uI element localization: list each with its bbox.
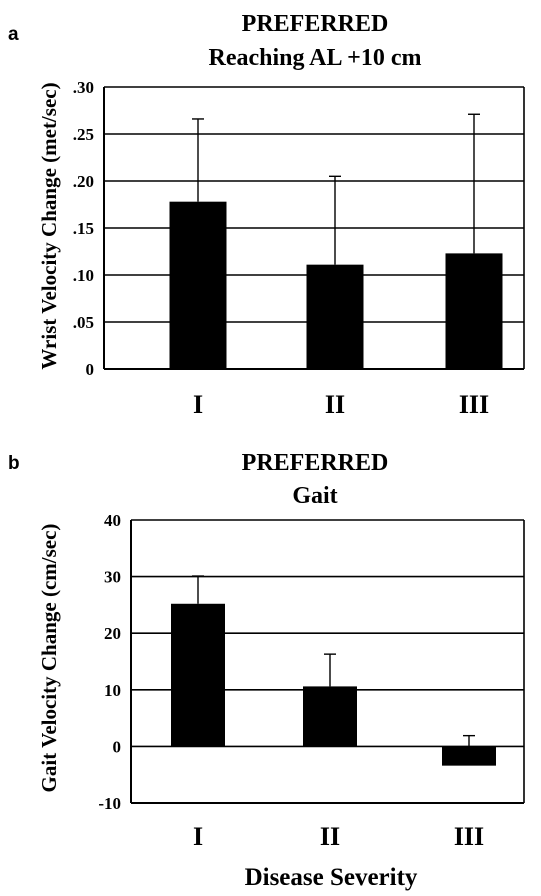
- error-bar-III: [468, 113, 480, 254]
- panel-b: b PREFERRED Gait Gait Velocity Change (c…: [8, 450, 525, 891]
- panel-a-subtitle: Reaching AL +10 cm: [208, 45, 421, 71]
- panel-a: a PREFERRED Reaching AL +10 cm Wrist Vel…: [8, 11, 525, 419]
- error-bar-II: [324, 653, 336, 687]
- panel-a-label: a: [8, 24, 19, 45]
- panel-a-axes: [103, 87, 525, 370]
- y-tick-label: 0: [113, 737, 122, 756]
- bar-I: [169, 201, 227, 369]
- y-tick-label: 30: [104, 568, 121, 587]
- panel-b-y-tick-labels: -10 0 10 20 30 40: [98, 511, 121, 813]
- bar-II: [306, 264, 364, 369]
- y-tick-label: 10: [104, 681, 121, 700]
- x-tick-label-I: I: [193, 822, 203, 851]
- error-bar-I: [192, 575, 204, 604]
- y-tick-label: .15: [73, 219, 94, 238]
- x-tick-label-II: II: [325, 390, 345, 419]
- panel-b-x-tick-labels: I II III: [193, 822, 484, 851]
- error-bar-I: [192, 118, 204, 202]
- y-tick-label: 0: [86, 360, 95, 379]
- y-tick-label: .25: [73, 125, 94, 144]
- bar-III: [445, 253, 503, 369]
- error-bar-II: [329, 175, 341, 265]
- panel-b-error-bars: [192, 575, 475, 747]
- y-tick-label: .10: [73, 266, 94, 285]
- panel-b-bars: [171, 603, 496, 766]
- panel-b-subtitle: Gait: [292, 483, 337, 509]
- panel-a-x-tick-labels: I II III: [193, 390, 489, 419]
- panel-a-y-tick-labels: 0 .05 .10 .15 .20 .25 .30: [73, 78, 94, 379]
- y-tick-label: 40: [104, 511, 121, 530]
- error-bar-III: [463, 734, 475, 747]
- y-tick-label: 20: [104, 624, 121, 643]
- x-tick-label-III: III: [459, 390, 489, 419]
- panel-a-y-axis-label: Wrist Velocity Change (met/sec): [37, 82, 61, 369]
- panel-b-x-axis-label: Disease Severity: [245, 864, 418, 891]
- y-tick-label: .30: [73, 78, 94, 97]
- y-tick-label: -10: [98, 794, 121, 813]
- x-tick-label-II: II: [320, 822, 340, 851]
- bar-I: [171, 603, 225, 747]
- bar-III: [442, 746, 496, 766]
- y-tick-label: .05: [73, 313, 94, 332]
- bar-II: [303, 686, 357, 747]
- panel-b-title: PREFERRED: [242, 450, 389, 476]
- panel-b-axes: [130, 520, 525, 804]
- panel-b-label: b: [8, 453, 20, 474]
- x-tick-label-I: I: [193, 390, 203, 419]
- x-tick-label-III: III: [454, 822, 484, 851]
- y-tick-label: .20: [73, 172, 94, 191]
- panel-a-error-bars: [192, 113, 480, 265]
- panel-a-bars: [169, 201, 503, 369]
- panel-a-title: PREFERRED: [242, 11, 389, 37]
- panel-b-y-axis-label: Gait Velocity Change (cm/sec): [37, 524, 61, 793]
